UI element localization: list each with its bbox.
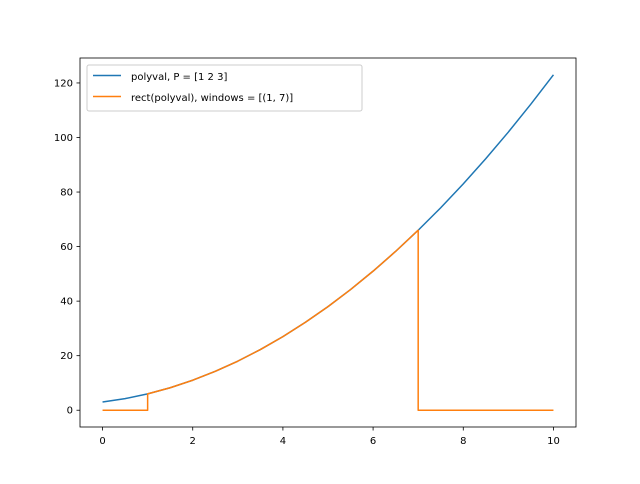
y-tick-label: 100 (54, 133, 73, 144)
x-tick-label: 2 (190, 436, 196, 447)
y-tick-label: 20 (60, 351, 73, 362)
axes-frame (79, 57, 577, 428)
series-line-1 (102, 229, 554, 411)
x-tick-label: 6 (370, 436, 376, 447)
series-line-0 (102, 74, 555, 403)
x-axis: 0 2 4 6 8 10 (99, 427, 560, 447)
y-tick-label: 40 (60, 297, 73, 308)
y-axis: 0 20 40 60 80 100 120 (54, 78, 80, 417)
y-tick-label: 0 (67, 406, 73, 417)
legend-label-0: polyval, P = [1 2 3] (131, 72, 227, 83)
y-tick-label: 80 (60, 188, 73, 199)
y-tick-label: 60 (60, 242, 73, 253)
legend-label-1: rect(polyval), windows = [(1, 7)] (131, 93, 293, 104)
legend: polyval, P = [1 2 3] rect(polyval), wind… (86, 64, 363, 112)
plot-lines (102, 74, 555, 411)
x-tick-label: 4 (280, 436, 286, 447)
legend-box (86, 64, 363, 112)
x-tick-label: 10 (547, 436, 560, 447)
x-tick-label: 8 (460, 436, 466, 447)
y-tick-label: 120 (54, 78, 73, 89)
x-tick-label: 0 (99, 436, 105, 447)
